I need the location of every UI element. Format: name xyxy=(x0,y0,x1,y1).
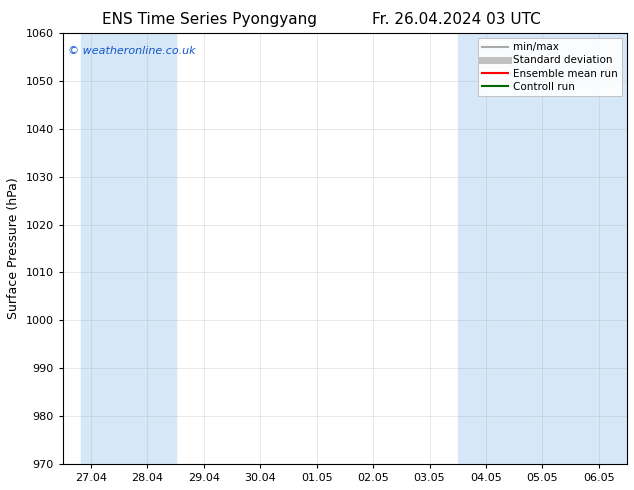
Bar xyxy=(514,33,571,464)
Bar xyxy=(119,33,176,464)
Bar xyxy=(458,33,514,464)
Bar xyxy=(571,33,627,464)
Text: © weatheronline.co.uk: © weatheronline.co.uk xyxy=(68,46,196,56)
Text: Fr. 26.04.2024 03 UTC: Fr. 26.04.2024 03 UTC xyxy=(372,12,541,27)
Legend: min/max, Standard deviation, Ensemble mean run, Controll run: min/max, Standard deviation, Ensemble me… xyxy=(477,38,622,96)
Text: ENS Time Series Pyongyang: ENS Time Series Pyongyang xyxy=(101,12,317,27)
Y-axis label: Surface Pressure (hPa): Surface Pressure (hPa) xyxy=(7,178,20,319)
Bar xyxy=(81,33,119,464)
